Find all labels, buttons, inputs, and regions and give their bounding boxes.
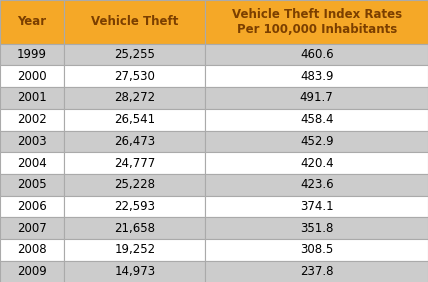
Text: 2002: 2002 — [17, 113, 47, 126]
Bar — [64, 217, 205, 239]
Text: 21,658: 21,658 — [114, 222, 155, 235]
Text: 458.4: 458.4 — [300, 113, 333, 126]
Text: 22,593: 22,593 — [114, 200, 155, 213]
Text: 25,228: 25,228 — [114, 178, 155, 191]
Text: 1999: 1999 — [17, 48, 47, 61]
Bar — [64, 109, 205, 131]
Bar — [0, 87, 64, 109]
Bar — [205, 44, 428, 65]
Text: Year: Year — [18, 15, 47, 28]
Text: 452.9: 452.9 — [300, 135, 333, 148]
Bar — [0, 0, 64, 44]
Text: 308.5: 308.5 — [300, 243, 333, 257]
Bar — [0, 152, 64, 174]
Bar — [0, 261, 64, 282]
Bar — [0, 65, 64, 87]
Bar — [205, 109, 428, 131]
Text: 27,530: 27,530 — [114, 70, 155, 83]
Bar — [64, 174, 205, 196]
Bar — [0, 217, 64, 239]
Text: 25,255: 25,255 — [114, 48, 155, 61]
Bar — [205, 152, 428, 174]
Text: 2008: 2008 — [17, 243, 47, 257]
Text: 19,252: 19,252 — [114, 243, 155, 257]
Bar — [64, 87, 205, 109]
Text: 374.1: 374.1 — [300, 200, 333, 213]
Bar — [64, 239, 205, 261]
Bar — [64, 196, 205, 217]
Text: 423.6: 423.6 — [300, 178, 333, 191]
Text: 2004: 2004 — [17, 157, 47, 170]
Text: 2003: 2003 — [17, 135, 47, 148]
Text: 24,777: 24,777 — [114, 157, 155, 170]
Text: 14,973: 14,973 — [114, 265, 155, 278]
Text: 460.6: 460.6 — [300, 48, 333, 61]
Text: 26,541: 26,541 — [114, 113, 155, 126]
Bar — [0, 109, 64, 131]
Text: 2006: 2006 — [17, 200, 47, 213]
Text: 483.9: 483.9 — [300, 70, 333, 83]
Text: 351.8: 351.8 — [300, 222, 333, 235]
Text: 26,473: 26,473 — [114, 135, 155, 148]
Text: 2007: 2007 — [17, 222, 47, 235]
Bar — [205, 65, 428, 87]
Bar — [64, 44, 205, 65]
Text: 2009: 2009 — [17, 265, 47, 278]
Bar — [205, 87, 428, 109]
Bar — [0, 196, 64, 217]
Bar — [205, 0, 428, 44]
Text: 2000: 2000 — [17, 70, 47, 83]
Bar — [205, 131, 428, 152]
Bar — [0, 44, 64, 65]
Bar — [64, 0, 205, 44]
Bar — [64, 65, 205, 87]
Text: 2005: 2005 — [17, 178, 47, 191]
Text: 420.4: 420.4 — [300, 157, 333, 170]
Text: 28,272: 28,272 — [114, 91, 155, 105]
Text: 491.7: 491.7 — [300, 91, 333, 105]
Bar — [205, 174, 428, 196]
Bar — [64, 261, 205, 282]
Bar — [205, 239, 428, 261]
Bar — [205, 261, 428, 282]
Text: 237.8: 237.8 — [300, 265, 333, 278]
Bar — [0, 239, 64, 261]
Text: Vehicle Theft Index Rates
Per 100,000 Inhabitants: Vehicle Theft Index Rates Per 100,000 In… — [232, 8, 402, 36]
Bar — [64, 131, 205, 152]
Bar — [205, 217, 428, 239]
Bar — [0, 131, 64, 152]
Bar — [0, 174, 64, 196]
Text: 2001: 2001 — [17, 91, 47, 105]
Text: Vehicle Theft: Vehicle Theft — [91, 15, 178, 28]
Bar — [64, 152, 205, 174]
Bar — [205, 196, 428, 217]
